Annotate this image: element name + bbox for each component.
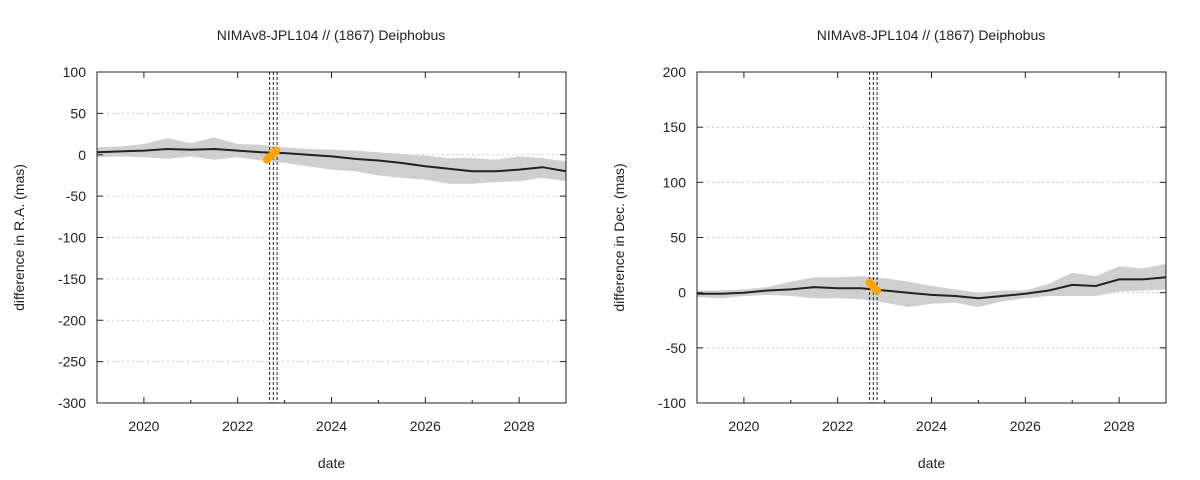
x-tick-label: 2024 — [316, 418, 347, 434]
y-tick-label: -150 — [58, 271, 86, 287]
y-tick-label: -250 — [58, 354, 86, 370]
chart-title: NIMAv8-JPL104 // (1867) Deiphobus — [817, 27, 1046, 43]
series-line — [697, 276, 1166, 300]
x-tick-label: 2024 — [916, 418, 947, 434]
y-tick-label: -100 — [58, 230, 86, 246]
y-tick-label: -50 — [666, 340, 686, 356]
y-tick-label: -200 — [58, 312, 86, 328]
x-tick-label: 2020 — [128, 418, 159, 434]
y-tick-label: 100 — [663, 174, 687, 190]
y-tick-label: 0 — [678, 285, 686, 301]
y-axis-label: difference in Dec. (mas) — [611, 163, 627, 311]
x-tick-label: 2022 — [822, 418, 853, 434]
observation-point — [873, 286, 882, 295]
observation-point — [272, 146, 281, 155]
y-tick-label: -100 — [658, 395, 686, 411]
x-axis-label: date — [918, 455, 945, 471]
y-tick-label: -50 — [66, 188, 86, 204]
y-tick-label: 150 — [663, 119, 687, 135]
y-tick-label: -300 — [58, 395, 86, 411]
y-tick-label: 0 — [78, 147, 86, 163]
y-axis-label: difference in R.A. (mas) — [11, 164, 27, 311]
y-tick-label: 200 — [663, 64, 687, 80]
chart-panel-2 — [696, 71, 1167, 404]
uncertainty-band — [97, 137, 566, 184]
chart-title: NIMAv8-JPL104 // (1867) Deiphobus — [217, 27, 446, 43]
uncertainty-band — [697, 264, 1166, 307]
x-tick-label: 2026 — [410, 418, 441, 434]
y-tick-label: 50 — [670, 230, 686, 246]
x-axis-label: date — [318, 455, 345, 471]
y-tick-label: 50 — [70, 105, 86, 121]
x-tick-label: 2020 — [728, 418, 759, 434]
chart-panel-1 — [96, 71, 567, 404]
x-tick-label: 2026 — [1010, 418, 1041, 434]
y-tick-label: 100 — [63, 64, 87, 80]
x-tick-label: 2028 — [1104, 418, 1135, 434]
x-tick-label: 2022 — [222, 418, 253, 434]
series-line — [97, 147, 566, 173]
x-tick-label: 2028 — [504, 418, 535, 434]
